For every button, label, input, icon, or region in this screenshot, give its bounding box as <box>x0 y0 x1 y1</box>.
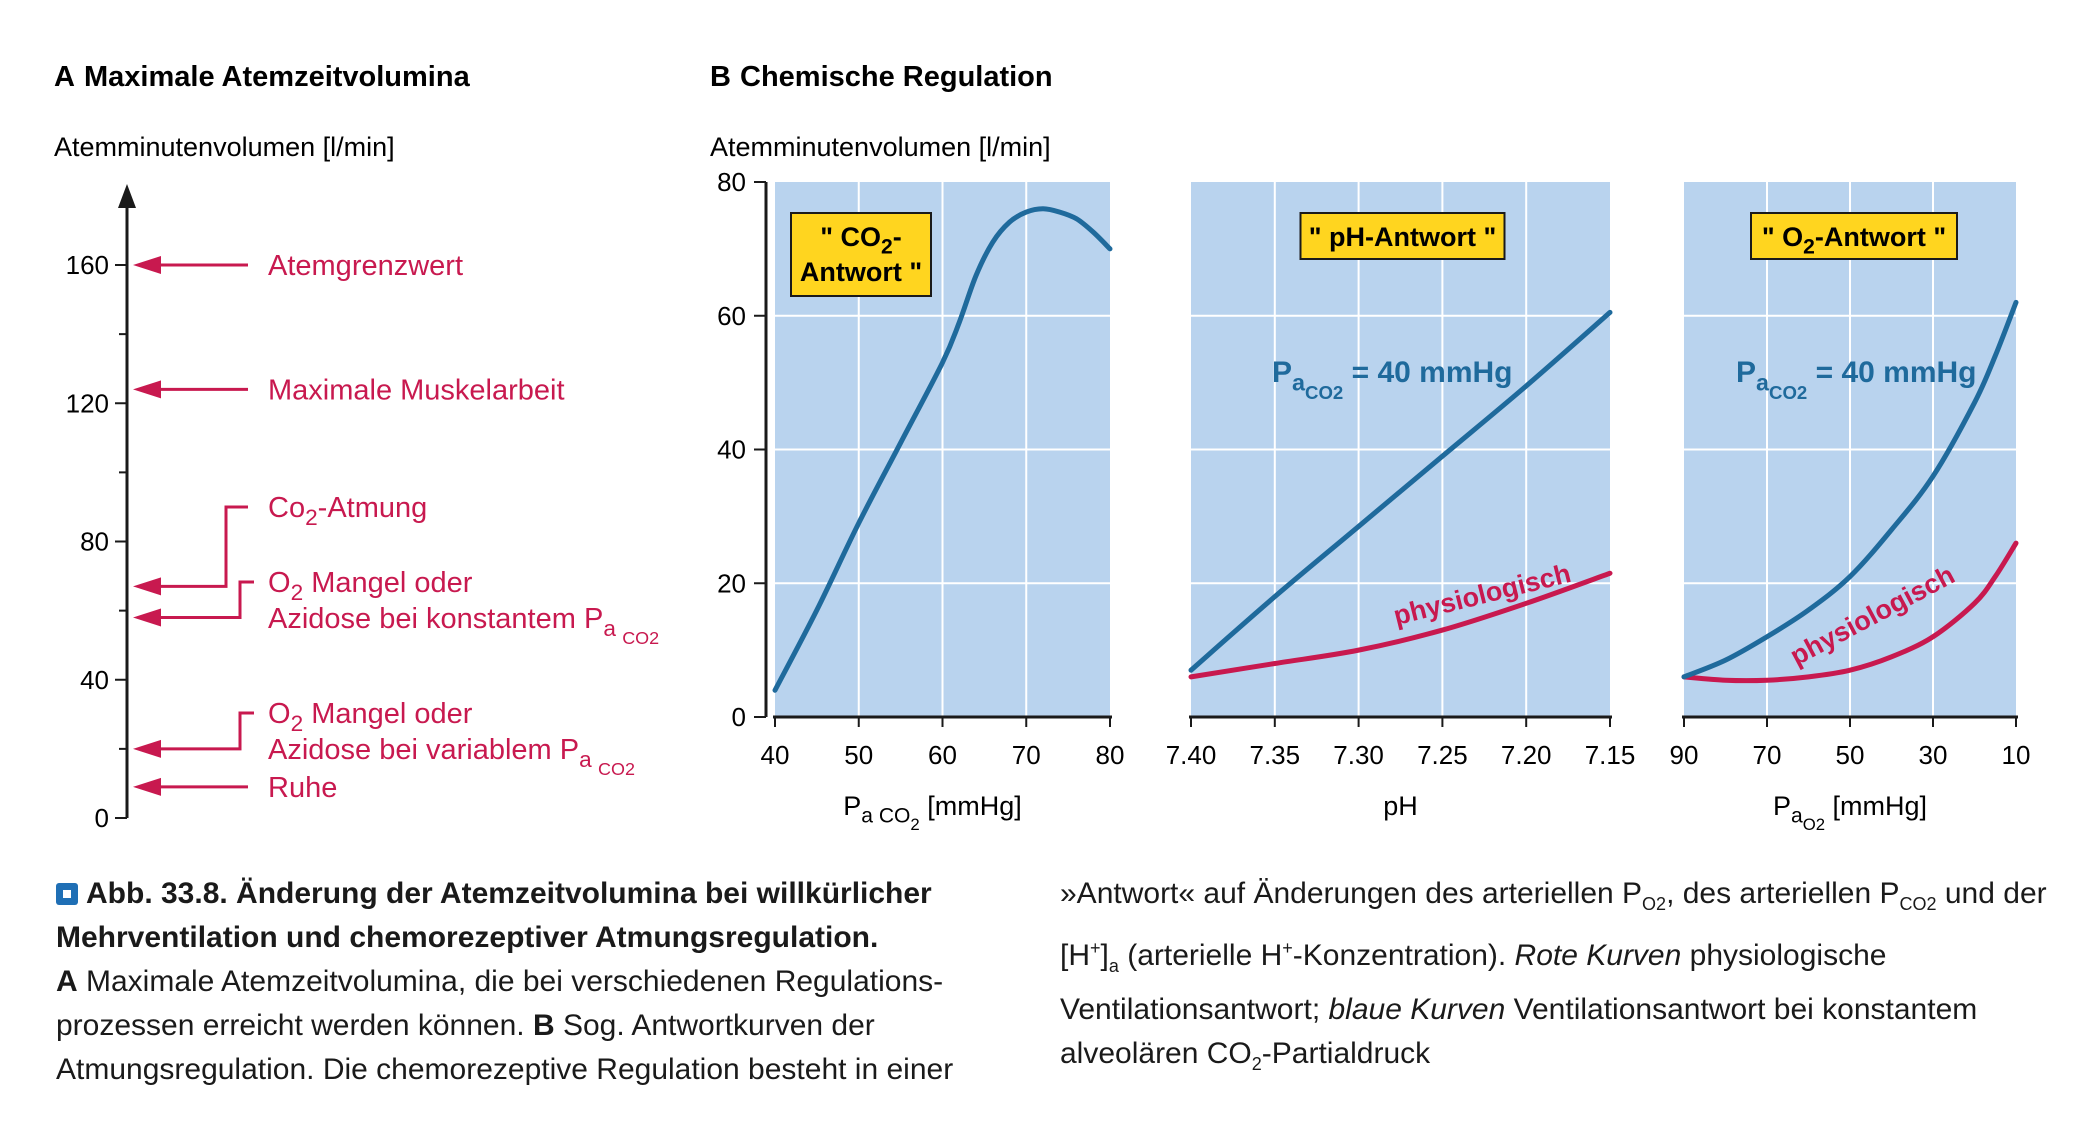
level-label-co2-atmung: Co2-Atmung <box>268 492 427 530</box>
subplot-1: 40 50 60 70 80 " CO2-Antwort " Pa CO2 [mmHg] <box>761 182 1125 834</box>
panel-a-ylabel: Atemminutenvolumen [l/min] <box>54 132 395 162</box>
title-box <box>790 212 932 297</box>
caption-right-7: physiologische Ventilationsantwort; <box>1060 939 1887 1026</box>
caption-right-4-sub: a <box>1108 956 1119 976</box>
panel-a-plot: 0 40 80 120 160 Atemgrenzwert Maximale Muskela… <box>66 184 659 833</box>
series-line-physiologisch <box>1681 540 2019 684</box>
xtick-label: 7.15 <box>1585 740 1636 770</box>
xtick-label: 30 <box>1919 740 1948 770</box>
level-label-atemgrenzwert: Atemgrenzwert <box>268 250 463 282</box>
caption-a-text: Maximale Atemzeitvolumina, die bei versc… <box>56 965 944 1042</box>
caption-right-5-sup: + <box>1282 938 1293 958</box>
xtick-label: 80 <box>1096 740 1125 770</box>
level-label-o2-variabel-2: Azidose bei variablem Pa CO2 <box>268 734 635 779</box>
panel-b-ytick-label: 20 <box>717 568 746 598</box>
panel-b-letter: B <box>710 61 731 93</box>
xlabel-pao2: PaO2 [mmHg] <box>1773 791 1927 834</box>
bracket-o2-variabel <box>157 711 254 751</box>
caption-right-2: , des arteriellen P <box>1666 877 1900 910</box>
title-box <box>1299 212 1506 260</box>
xlabel-paco2: Pa CO2 [mmHg] <box>843 791 1021 834</box>
xtick-label: 7.40 <box>1166 740 1217 770</box>
xtick-label: 7.25 <box>1417 740 1468 770</box>
panel-b-ytick-label: 80 <box>717 167 746 197</box>
caption-a-letter: A <box>56 965 78 998</box>
xtick-label: 50 <box>844 740 873 770</box>
arrow-co2-atmung-icon <box>133 577 161 596</box>
caption-right-9: -Partialdruck <box>1261 1037 1431 1070</box>
xtick-label: 7.20 <box>1501 740 1552 770</box>
caption-right-3: und der [H <box>1060 877 2047 972</box>
title-ph-antwort: " pH-Antwort " <box>1309 222 1497 252</box>
series-line-blue <box>1188 309 1613 673</box>
panel-b-ylabel: Atemminutenvolumen [l/min] <box>710 132 1051 162</box>
caption-right-3-sup: + <box>1090 938 1101 958</box>
arrow-ruhe-arrow-icon <box>133 777 161 796</box>
caption-right: »Antwort« auf Änderungen des arteriellen… <box>1060 872 2050 1086</box>
panel-a-axis-arrow-icon <box>118 184 136 208</box>
series-line-physiologisch <box>1188 570 1613 680</box>
caption-left: Abb. 33.8. Änderung der Atemzeitvolumina… <box>56 872 996 1092</box>
xtick-label: 50 <box>1836 740 1865 770</box>
panel-a-letter: A <box>54 61 75 93</box>
panel-a-tick-label: 80 <box>80 527 109 557</box>
xtick-label: 10 <box>2002 740 2031 770</box>
caption-right-8: Ventilationsantwort bei konstantem alveo… <box>1060 993 1978 1070</box>
xtick-label: 70 <box>1012 740 1041 770</box>
figure-chart: A Maximale Atemzeitvolumina Atemminutenv… <box>54 61 2030 834</box>
panel-b-heading: Chemische Regulation <box>740 61 1053 93</box>
xtick-label: 40 <box>761 740 790 770</box>
bracket-o2-konstant <box>157 580 254 620</box>
xtick-label: 7.30 <box>1333 740 1384 770</box>
xtick-label: 60 <box>928 740 957 770</box>
panel-a-heading: Maximale Atemzeitvolumina <box>84 61 471 93</box>
caption-b-letter: B <box>532 1009 555 1042</box>
caption-right-8-sub: 2 <box>1251 1054 1262 1074</box>
panel-a-tick-label: 120 <box>66 388 109 418</box>
panel-b-ytick-label: 40 <box>717 435 746 465</box>
panel-a-tick-label: 40 <box>80 665 109 695</box>
xtick-label: 90 <box>1670 740 1699 770</box>
title-co2-antwort-1: " CO2- <box>820 222 902 259</box>
arrow-o2-konstant-icon <box>133 608 161 627</box>
panel-b-ytick-label: 60 <box>717 301 746 331</box>
caption-right-1-sub: O2 <box>1642 894 1667 914</box>
caption-right-4: ] <box>1100 939 1109 972</box>
title-box <box>1750 212 1958 260</box>
panel-b-ytick-label: 0 <box>732 702 746 732</box>
xlabel-ph: pH <box>1383 791 1418 821</box>
caption-right-2-sub: CO2 <box>1899 894 1937 914</box>
arrow-muskelarbeit-arrow-icon <box>133 380 161 399</box>
title-o2-antwort: " O2-Antwort " <box>1762 222 1946 259</box>
level-label-ruhe: Ruhe <box>268 772 337 804</box>
caption-title: Abb. 33.8. Änderung der Atemzeitvolumina… <box>56 877 932 954</box>
caption-blue-curves: blaue Kurven <box>1328 993 1506 1026</box>
annotation-paco2: PaCO2 = 40 mmHg <box>1736 356 1977 403</box>
series-line-blue <box>1681 299 2019 680</box>
panel-b-plots: 0 20 40 60 80 40 50 60 70 80 " CO2-Antwort " Pa CO2… <box>717 167 2030 834</box>
level-label-o2-variabel-1: O2 Mangel oder <box>268 698 473 736</box>
panel-a-tick-label: 160 <box>66 250 109 280</box>
annotation-paco2: PaCO2 = 40 mmHg <box>1272 356 1513 403</box>
caption-right-1: »Antwort« auf Änderungen des arteriellen… <box>1060 877 1643 910</box>
title-co2-antwort-2: Antwort " <box>800 257 922 287</box>
bracket-co2-atmung <box>157 505 248 588</box>
xtick-label: 70 <box>1753 740 1782 770</box>
caption-b-text: Sog. Antwortkurven der Atmungsregulation… <box>56 1009 954 1086</box>
xtick-label: 7.35 <box>1249 740 1300 770</box>
series-line-blue <box>772 206 1113 693</box>
arrow-o2-variabel-icon <box>133 739 161 758</box>
caption-right-5: (arterielle H <box>1118 939 1283 972</box>
figure-badge-icon <box>56 883 78 905</box>
caption-red-curves: Rote Kurven <box>1514 939 1682 972</box>
level-label-o2-konstant-1: O2 Mangel oder <box>268 567 473 605</box>
caption-right-6: -Konzentration). <box>1292 939 1515 972</box>
arrow-atemgrenzwert-arrow-icon <box>133 256 161 274</box>
panel-a-tick-label: 0 <box>95 803 109 833</box>
level-label-o2-konstant-2: Azidose bei konstantem Pa CO2 <box>268 603 659 648</box>
level-label-muskelarbeit: Maximale Muskelarbeit <box>268 374 565 406</box>
